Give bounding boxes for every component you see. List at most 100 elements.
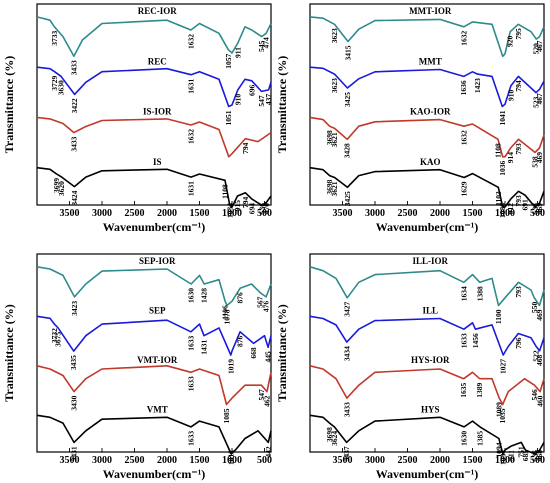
peak-annotation: 1633 — [186, 431, 195, 446]
peak-annotation: 911 — [233, 47, 242, 58]
series-line-rec — [36, 66, 272, 108]
peak-annotation: 1027 — [499, 359, 508, 374]
peak-annotation: 3698 — [325, 179, 334, 194]
peak-annotation: 3422 — [70, 98, 79, 113]
peak-annotation: 1632 — [186, 129, 195, 144]
series-label: SEP-IOR — [139, 256, 176, 266]
peak-annotation: 3630 — [57, 80, 66, 95]
x-tick-label: 2000 — [157, 455, 177, 466]
series-line-is-ior — [36, 116, 272, 158]
peak-annotation: 1108 — [494, 143, 503, 158]
series-line-is — [36, 166, 272, 208]
series-label: HYS — [421, 405, 440, 415]
peak-annotation: 445 — [264, 351, 273, 363]
peak-annotation: 1012 — [227, 450, 236, 465]
peak-annotation: 3434 — [342, 346, 351, 361]
y-axis-label: Transmittance (%) — [2, 304, 16, 401]
peak-annotation: 1035 — [498, 408, 507, 423]
x-axis-label: Wavenumber(cm⁻¹) — [376, 220, 479, 234]
peak-annotation: 1385 — [476, 431, 485, 446]
x-tick-label: 1500 — [190, 208, 210, 219]
peak-annotation: 467 — [535, 40, 544, 52]
x-tick-label: 2500 — [398, 208, 418, 219]
peak-annotation: 3423 — [70, 301, 79, 316]
peak-annotation: 1630 — [187, 288, 196, 303]
x-tick-label: 3500 — [60, 208, 80, 219]
peak-annotation: 3620 — [57, 181, 66, 196]
peak-annotation: 794 — [514, 80, 523, 92]
x-tick-label: 500 — [257, 208, 272, 219]
peak-annotation: 1633 — [186, 376, 195, 391]
peak-annotation: 1388 — [475, 286, 484, 301]
x-tick-label: 500 — [530, 455, 545, 466]
series-line-kao — [309, 166, 545, 208]
x-axis-label: Wavenumber(cm⁻¹) — [103, 220, 206, 234]
peak-annotation: 470 — [262, 203, 271, 215]
chart-panel-4: 3500 3000 2500 2000 1500 1000 500 Wavenumber(cm… — [275, 253, 545, 481]
peak-annotation: 3428 — [343, 143, 352, 158]
peak-annotation: 911 — [506, 450, 515, 461]
peak-annotation: 3424 — [70, 190, 79, 205]
peak-annotation: 3675 — [54, 332, 63, 347]
peak-annotation: 1634 — [459, 286, 468, 301]
series-line-sep — [36, 315, 272, 356]
peak-annotation: 694 — [247, 203, 256, 215]
x-tick-label: 1500 — [463, 208, 483, 219]
x-tick-label: 1000 — [222, 208, 242, 219]
x-tick-label: 500 — [257, 455, 272, 466]
x-tick-label: 3500 — [60, 455, 80, 466]
series-label: MMT — [419, 56, 442, 66]
peak-annotation: 469 — [535, 203, 544, 215]
series-label: ILL-IOR — [412, 256, 448, 266]
peak-annotation: 468 — [535, 450, 544, 462]
series-line-vmt — [36, 414, 272, 455]
peak-annotation: 469 — [535, 152, 544, 164]
series-line-ill-ior — [309, 266, 545, 307]
chart-panel-3: 3500 3000 2500 2000 1500 1000 500 Wavenumber(cm… — [2, 253, 273, 481]
series-label: IS — [153, 157, 162, 167]
plot-frame — [36, 3, 272, 206]
series-line-mmt — [309, 66, 545, 108]
peak-annotation: 437 — [264, 94, 273, 106]
peak-annotation: 3732 — [50, 328, 59, 343]
peak-annotation: 547 — [257, 95, 266, 107]
series-label: SEP — [149, 306, 166, 316]
peak-annotation: 1632 — [459, 130, 468, 145]
peak-annotation: 914 — [506, 152, 515, 164]
peak-annotation: 522 — [532, 350, 541, 362]
y-axis-label: Transmittance (%) — [2, 56, 16, 153]
peak-annotation: 3425 — [343, 191, 352, 206]
peak-annotation: 3415 — [344, 45, 353, 60]
chart-panel-1: 3500 3000 2500 2000 1500 1000 500 Wavenumber(cm… — [2, 3, 273, 234]
peak-annotation: 3733 — [50, 31, 59, 46]
peak-annotation: 876 — [236, 292, 245, 304]
peak-annotation: 1629 — [460, 181, 469, 196]
peak-annotation: 685 — [521, 450, 530, 462]
peak-annotation: 793 — [514, 195, 523, 207]
peak-annotation: 536 — [258, 203, 267, 215]
peak-annotation: 3433 — [69, 60, 78, 75]
x-tick-label: 1500 — [463, 455, 483, 466]
peak-annotation: 915 — [233, 200, 242, 212]
peak-annotation: 3430 — [70, 395, 79, 410]
plot-frame — [309, 3, 545, 206]
peak-annotation: 1094 — [494, 442, 503, 457]
series-label: ILL — [422, 306, 438, 316]
peak-annotation: 1631 — [187, 78, 196, 93]
peak-annotation: 3433 — [342, 402, 351, 417]
peak-annotation: 920 — [506, 35, 515, 47]
peak-annotation: 696 — [247, 85, 256, 97]
peak-annotation: 3431 — [70, 446, 79, 461]
y-axis-label: Transmittance (%) — [275, 56, 289, 153]
peak-annotation: 1631 — [187, 181, 196, 196]
peak-annotation: 3427 — [343, 302, 352, 317]
peak-annotation: 1633 — [459, 333, 468, 348]
series-line-hys-ior — [309, 365, 545, 406]
peak-annotation: 796 — [514, 337, 523, 349]
y-axis-label: Transmittance (%) — [275, 304, 289, 401]
peak-annotation: 1036 — [498, 161, 507, 176]
peak-annotation: 3435 — [69, 355, 78, 370]
series-line-sep-ior — [36, 266, 272, 307]
peak-annotation: 545 — [257, 40, 266, 52]
